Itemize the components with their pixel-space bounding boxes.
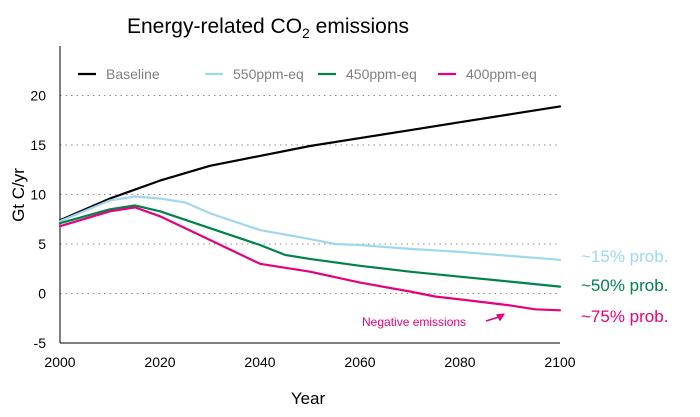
y-tick-label: 20 bbox=[30, 88, 46, 104]
x-tick-label: 2080 bbox=[444, 354, 475, 370]
series-lines bbox=[58, 105, 562, 312]
y-tick-label: 15 bbox=[30, 137, 46, 153]
probability-labels: ~15% prob. ~50% prob. ~75% prob. bbox=[581, 247, 668, 326]
annotation-text: Negative emissions bbox=[362, 315, 466, 329]
x-axis-label: Year bbox=[291, 389, 326, 408]
probability-label: ~15% prob. bbox=[581, 247, 668, 266]
probability-label: ~50% prob. bbox=[581, 276, 668, 295]
y-tick-label: 5 bbox=[38, 236, 46, 252]
legend: Baseline 550ppm-eq 450ppm-eq 400ppm-eq bbox=[78, 66, 537, 82]
x-tick-label: 2100 bbox=[544, 354, 575, 370]
y-tick-label: 10 bbox=[30, 187, 46, 203]
probability-label: ~75% prob. bbox=[581, 307, 668, 326]
chart-title: Energy-related CO2 emissions bbox=[127, 15, 409, 41]
x-tick-label: 2020 bbox=[144, 354, 175, 370]
series-line-450ppm-eq bbox=[58, 204, 562, 288]
x-tick-label: 2040 bbox=[244, 354, 275, 370]
annotation-arrowhead bbox=[496, 313, 505, 322]
y-tick-label: 0 bbox=[38, 286, 46, 302]
legend-label: 400ppm-eq bbox=[466, 66, 537, 82]
legend-label: Baseline bbox=[106, 66, 160, 82]
series-line-baseline bbox=[58, 105, 562, 222]
y-axis-label: Gt C/yr bbox=[9, 168, 28, 222]
plot-frame bbox=[59, 46, 560, 344]
legend-label: 450ppm-eq bbox=[346, 66, 417, 82]
x-tick-label: 2000 bbox=[44, 354, 75, 370]
negative-emissions-annotation: Negative emissions bbox=[362, 313, 505, 329]
legend-label: 550ppm-eq bbox=[233, 66, 304, 82]
x-tick-label: 2060 bbox=[344, 354, 375, 370]
series-line-550ppm-eq bbox=[58, 195, 562, 261]
x-tick-labels: 2000 2020 2040 2060 2080 2100 bbox=[44, 354, 575, 370]
y-tick-label: -5 bbox=[34, 335, 47, 351]
series-line-400ppm-eq bbox=[58, 206, 562, 312]
y-tick-labels: -5 0 5 10 15 20 bbox=[30, 88, 46, 352]
gridlines bbox=[60, 95, 560, 294]
